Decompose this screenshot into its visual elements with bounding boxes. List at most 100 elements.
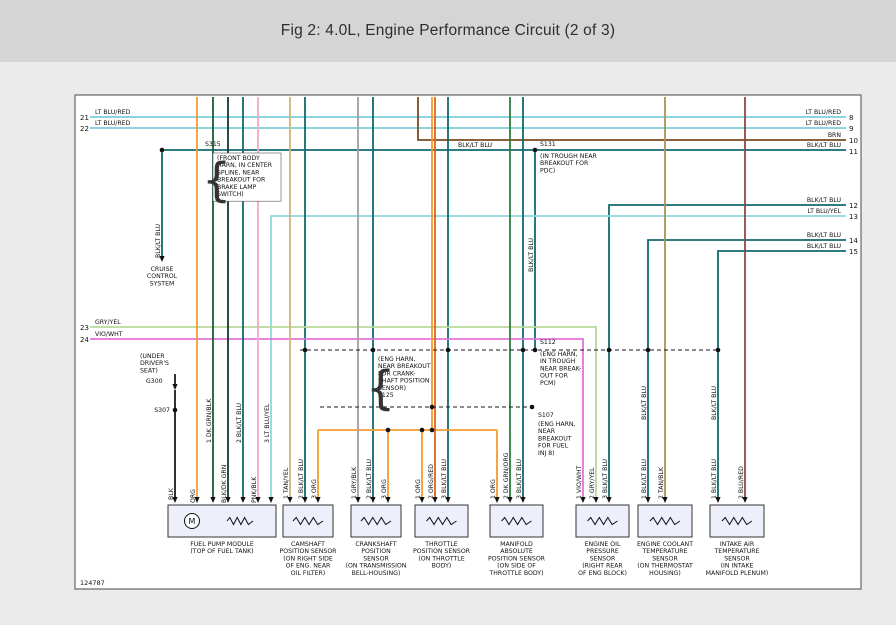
- wire-color-label: 2 GRY/YEL: [589, 467, 596, 499]
- junction-dot: [429, 427, 435, 433]
- junction-dot: [385, 427, 391, 433]
- junction-dot: [532, 147, 538, 153]
- wire-arrow: [355, 497, 361, 503]
- wire-color-label: BLK/LT BLU: [807, 243, 841, 250]
- note-g300: DRIVER'S: [140, 360, 169, 367]
- splice-s112-label: S112: [540, 339, 556, 346]
- note-s125: FOR CRANK-: [378, 370, 416, 377]
- throttle-position-sensor-caption: BODY): [432, 563, 452, 570]
- wire-color-label: 1 VIO/WHT: [576, 465, 583, 499]
- wire-color-label: ORG: [190, 489, 197, 503]
- note-s315: BRAKE LAMP: [217, 184, 257, 191]
- wire-color-label: 2 BLK/LT BLU: [366, 459, 373, 499]
- wire-color-label: 1 ORG: [415, 479, 422, 499]
- wire-arrow: [645, 497, 651, 503]
- wire-color-label: LT BLU/RED: [806, 109, 842, 116]
- note-s315: SPLINE, NEAR: [217, 169, 260, 176]
- note-s125: S125: [378, 392, 394, 399]
- fuel-pump-module-caption: (TOP OF FUEL TANK): [190, 548, 253, 555]
- figure-title: Fig 2: 4.0L, Engine Performance Circuit …: [280, 22, 616, 39]
- wire-color-label: 3 BLK/LT BLU: [602, 459, 609, 499]
- note-s131: (IN TROUGH NEAR: [540, 153, 597, 160]
- engine-oil-pressure-sensor-element-symbol: [587, 516, 618, 526]
- wire-color-label: BLK/LT BLU: [711, 386, 718, 420]
- wire-arrow: [580, 497, 586, 503]
- fuel-sender-resistor-symbol: [226, 516, 254, 526]
- figure-title-bar: Fig 2: 4.0L, Engine Performance Circuit …: [0, 0, 896, 62]
- wire-arrow: [370, 497, 376, 503]
- camshaft-position-sensor-caption: CAMSHAFT: [291, 541, 325, 548]
- intake-air-temperature-sensor-caption: MANIFOLD PLENUM): [706, 570, 769, 577]
- note-s125: SENSOR): [378, 385, 406, 392]
- motor-symbol: [184, 513, 200, 529]
- note-s112: OUT FOR: [540, 373, 569, 380]
- cruise-control-system: SYSTEM: [150, 280, 175, 287]
- junction-dot: [429, 404, 435, 410]
- engine-coolant-temperature-sensor-caption: ENGINE COOLANT: [637, 541, 693, 548]
- terminal-10: 10: [849, 137, 858, 145]
- crankshaft-position-sensor-caption: CRANKSHAFT: [355, 541, 397, 548]
- junction-dot: [715, 347, 721, 353]
- wire-arrow: [255, 497, 261, 503]
- note-s112: (ENG HARN,: [540, 351, 578, 358]
- junction-dot: [172, 407, 178, 413]
- wire-arrow: [315, 497, 321, 503]
- manifold-absolute-position-sensor-caption: (ON SIDE OF: [497, 563, 536, 570]
- throttle-position-sensor-box: [414, 504, 469, 538]
- note-g300: SEAT): [140, 367, 158, 374]
- wire-color-label: 2 BLK/LT BLU: [236, 403, 243, 443]
- junction-dot: [159, 147, 165, 153]
- engine-oil-pressure-sensor-caption: OF ENG BLOCK): [578, 570, 627, 577]
- wire-circuit-15: [717, 250, 846, 500]
- wire-color-label: 2 ORG/RED: [428, 464, 435, 499]
- wire-color-label: BLK/DK GRN: [221, 464, 228, 503]
- terminal-8: 8: [849, 114, 853, 122]
- manifold-absolute-position-sensor-caption: POSITION SENSOR: [488, 555, 546, 562]
- note-s315: HARN, IN CENTER: [217, 162, 273, 169]
- splice-s107-label: S107: [538, 412, 554, 419]
- junction-dot: [419, 427, 425, 433]
- note-s107: (ENG HARN,: [538, 421, 576, 428]
- splice-s315-label: S315: [205, 141, 221, 148]
- crankshaft-position-sensor-caption: (ON TRANSMISSION: [346, 563, 407, 570]
- wire-color-label: VIO/WHT: [95, 331, 123, 338]
- note-s131: BREAKOUT FOR: [540, 160, 589, 167]
- engine-oil-pressure-sensor-caption: PRESSURE: [586, 548, 619, 555]
- note-s107: INJ 8): [538, 450, 555, 457]
- diagram-id: 124787: [80, 579, 105, 587]
- note-s112: PCM): [540, 380, 556, 387]
- wire-arrow: [494, 497, 500, 503]
- note-s125: (ENG HARN,: [378, 356, 416, 363]
- terminal-21: 21: [80, 114, 89, 122]
- wire-color-label: BLK/LT BLU: [641, 386, 648, 420]
- wire-arrow: [445, 497, 451, 503]
- note-s131: PDC): [540, 167, 555, 174]
- wire-color-label: 2 DK GRN/ORG: [503, 452, 510, 499]
- splice-s307-label: S307: [154, 407, 170, 414]
- fuel-pump-module-caption: FUEL PUMP MODULE: [190, 541, 254, 548]
- engine-coolant-temperature-sensor-caption: SENSOR: [652, 555, 678, 562]
- wire-color-label: BLK: [168, 487, 175, 500]
- crankshaft-position-sensor-caption: BELL-HOUSING): [352, 570, 401, 577]
- wire-color-label: 3 LT BLU/YEL: [264, 403, 271, 443]
- wire-arrow: [302, 497, 308, 503]
- note-s107: NEAR: [538, 428, 556, 435]
- camshaft-position-sensor-caption: OIL FILTER): [291, 570, 326, 577]
- terminal-13: 13: [849, 213, 858, 221]
- engine-oil-pressure-sensor-caption: ENGINE OIL: [585, 541, 621, 548]
- terminal-12: 12: [849, 202, 858, 210]
- wire-arrow: [210, 497, 216, 503]
- motor-m-label: M: [189, 517, 196, 526]
- wire-arrow: [287, 497, 293, 503]
- wire-arrow: [225, 497, 231, 503]
- engine-oil-pressure-sensor-caption: SENSOR: [590, 555, 616, 562]
- terminal-9: 9: [849, 125, 853, 133]
- wire-arrow: [172, 384, 178, 390]
- engine-oil-pressure-sensor-caption: (RIGHT REAR: [582, 563, 623, 570]
- wire-arrow: [240, 497, 246, 503]
- camshaft-position-sensor-caption: OF ENG. NEAR: [286, 563, 331, 570]
- junction-dot: [370, 347, 376, 353]
- note-g300: (UNDER: [140, 353, 165, 360]
- wire-color-label: 3 BLK/LT BLU: [516, 459, 523, 499]
- junction-dot: [529, 404, 535, 410]
